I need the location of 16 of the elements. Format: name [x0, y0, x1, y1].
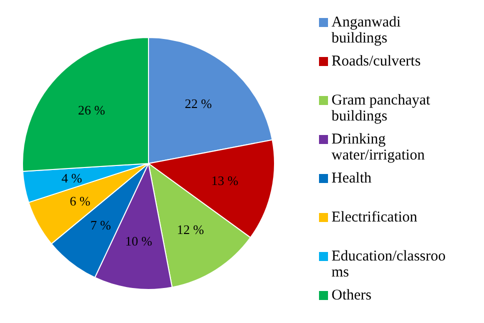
- legend-label: Drinking water/irrigation: [332, 132, 426, 164]
- legend-label: Education/classrooms: [332, 248, 446, 280]
- legend-label: Electrification: [332, 210, 418, 226]
- data-label: 13 %: [211, 173, 238, 188]
- legend-label: Others: [332, 288, 372, 304]
- legend-label: Roads/culverts: [332, 54, 421, 70]
- data-label: 10 %: [125, 234, 152, 249]
- data-label: 12 %: [176, 222, 204, 237]
- legend-label: Gram panchayat buildings: [332, 92, 432, 124]
- data-label: 7 %: [90, 218, 112, 233]
- legend-label: Health: [332, 170, 372, 186]
- data-label: 26 %: [78, 102, 106, 118]
- data-label: 4 %: [61, 170, 82, 186]
- data-label: 6 %: [70, 194, 91, 209]
- legend-label: Anganwadi buildings: [332, 14, 401, 46]
- data-label: 22 %: [184, 96, 212, 111]
